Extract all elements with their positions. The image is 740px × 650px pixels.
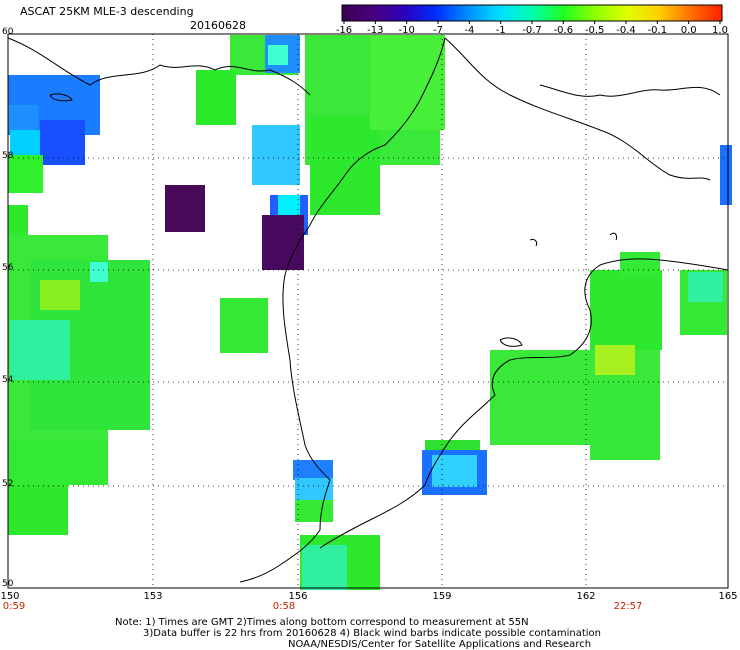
lon-tick-159: 159 [432, 591, 452, 602]
patch [370, 35, 445, 130]
colorbar-label: -13 [367, 25, 384, 36]
lon-tick-165: 165 [718, 591, 738, 602]
note-line-3: NOAA/NESDIS/Center for Satellite Applica… [288, 639, 592, 650]
lat-tick-58: 58 [2, 151, 14, 161]
patch [8, 105, 38, 133]
patch [8, 485, 68, 535]
patch [220, 298, 268, 353]
patch [40, 280, 80, 310]
patch [10, 320, 70, 380]
patch [595, 345, 635, 375]
lat-tick-60: 60 [2, 27, 14, 37]
patch [8, 440, 108, 485]
note-line-2: 3)Data buffer is 22 hrs from 20160628 4)… [143, 628, 601, 639]
patch [196, 70, 236, 125]
note-line-1: Note: 1) Times are GMT 2)Times along bot… [115, 617, 529, 628]
patch [432, 455, 477, 487]
time-label-0: 0:59 [2, 601, 26, 612]
colorbar-label: -0.4 [616, 25, 636, 36]
patch [262, 215, 304, 270]
colorbar [341, 4, 723, 24]
colorbar-label: -0.1 [647, 25, 668, 36]
patch [688, 272, 723, 302]
patch [8, 155, 43, 193]
colorbar-label: 0.0 [680, 25, 697, 36]
time-label-1: 0:58 [272, 601, 296, 612]
patch [295, 500, 333, 522]
lat-tick-50: 50 [2, 579, 14, 589]
patch [252, 125, 300, 185]
lon-tick-162: 162 [576, 591, 596, 602]
map-frame [7, 33, 729, 589]
patch [590, 380, 660, 460]
patch [590, 270, 662, 350]
lat-tick-54: 54 [2, 375, 14, 385]
colorbar-label: -1 [495, 25, 506, 36]
product-date: 20160628 [190, 19, 246, 32]
lat-tick-56: 56 [2, 263, 14, 273]
product-title: ASCAT 25KM MLE-3 descending [20, 5, 194, 18]
patch [165, 185, 205, 232]
lon-tick-153: 153 [143, 591, 163, 602]
patch [620, 252, 660, 277]
colorbar-gradient [341, 4, 723, 22]
lon-tick-150: 150 [0, 591, 20, 602]
lat-tick-52: 52 [2, 479, 14, 489]
patch [268, 45, 288, 65]
colorbar-label: -0.6 [553, 25, 574, 36]
colorbar-label: -16 [335, 25, 353, 36]
time-label-2: 22:57 [613, 601, 643, 612]
colorbar-label: -0.5 [584, 25, 605, 36]
colorbar-label: -10 [398, 25, 415, 36]
patch [90, 262, 108, 282]
patch [278, 195, 300, 217]
colorbar-label: 1.0 [712, 25, 728, 36]
colorbar-label: -4 [464, 25, 475, 36]
patch [295, 478, 333, 500]
colorbar-label: -0.7 [522, 25, 542, 36]
patch [40, 120, 85, 165]
lon-tick-156: 156 [288, 591, 308, 602]
patch [302, 545, 347, 590]
patch [720, 145, 732, 205]
patch [310, 115, 380, 215]
mle-data-patches [8, 35, 732, 590]
coastline [7, 37, 729, 583]
colorbar-label: -7 [433, 25, 443, 36]
patch [293, 460, 333, 480]
